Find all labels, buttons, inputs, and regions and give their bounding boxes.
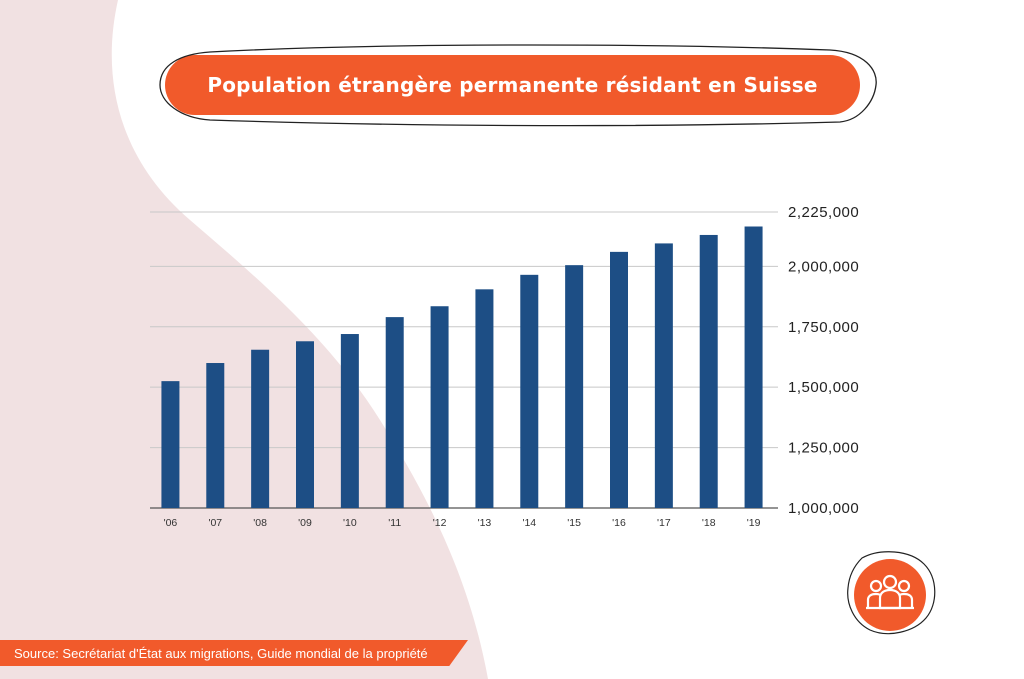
x-tick-label: '10 xyxy=(343,517,357,529)
bar xyxy=(475,289,494,508)
badge-circle xyxy=(854,559,926,631)
bar xyxy=(744,226,763,508)
bar xyxy=(430,306,449,508)
chart-title: Population étrangère permanente résidant… xyxy=(207,73,818,97)
x-tick-label: '18 xyxy=(702,517,716,529)
x-tick-label: '06 xyxy=(164,517,178,529)
x-tick-label: '09 xyxy=(298,517,312,529)
y-tick-label: 2,225,000 xyxy=(788,204,859,221)
bar xyxy=(565,265,584,508)
y-tick-label: 1,000,000 xyxy=(788,500,859,517)
x-tick-label: '14 xyxy=(522,517,536,529)
bar xyxy=(610,251,628,508)
bars xyxy=(161,226,763,509)
y-tick-label: 1,750,000 xyxy=(788,319,859,336)
people-group-icon xyxy=(847,551,936,635)
x-tick-label: '08 xyxy=(253,517,267,529)
x-tick-label: '11 xyxy=(388,517,401,529)
title-banner: Population étrangère permanente résidant… xyxy=(165,55,860,115)
y-tick-labels: 2,225,000 2,000,000 1,750,000 1,500,000 1,25… xyxy=(788,204,859,517)
bar xyxy=(340,334,359,508)
bar xyxy=(206,363,225,508)
bar xyxy=(251,349,270,508)
people-icon xyxy=(866,574,914,610)
x-tick-label: '15 xyxy=(567,517,581,529)
y-tick-label: 1,500,000 xyxy=(788,379,859,396)
bar xyxy=(161,381,180,508)
bar xyxy=(385,317,404,508)
bar xyxy=(296,341,314,508)
source-text: Source: Secrétariat d'État aux migration… xyxy=(14,645,428,661)
y-tick-label: 1,250,000 xyxy=(788,440,859,457)
grid-lines xyxy=(150,211,778,509)
x-tick-label: '16 xyxy=(612,517,626,529)
x-tick-label: '19 xyxy=(747,517,761,529)
x-tick-label: '12 xyxy=(433,517,447,529)
badge-outline xyxy=(847,551,936,635)
x-tick-label: '17 xyxy=(657,517,671,529)
bar xyxy=(699,234,718,508)
x-tick-label: '13 xyxy=(478,517,492,529)
bar xyxy=(520,274,539,508)
bar xyxy=(654,243,673,509)
y-tick-label: 2,000,000 xyxy=(788,258,859,275)
x-tick-label: '07 xyxy=(208,517,222,529)
background-wave xyxy=(0,0,488,679)
x-tick-labels: '06 '07 '08 '09 '10 '11 '12 '13 '14 '15 '16 '17 '18 '… xyxy=(164,517,761,529)
source-banner: Source: Secrétariat d'État aux migration… xyxy=(0,640,468,666)
